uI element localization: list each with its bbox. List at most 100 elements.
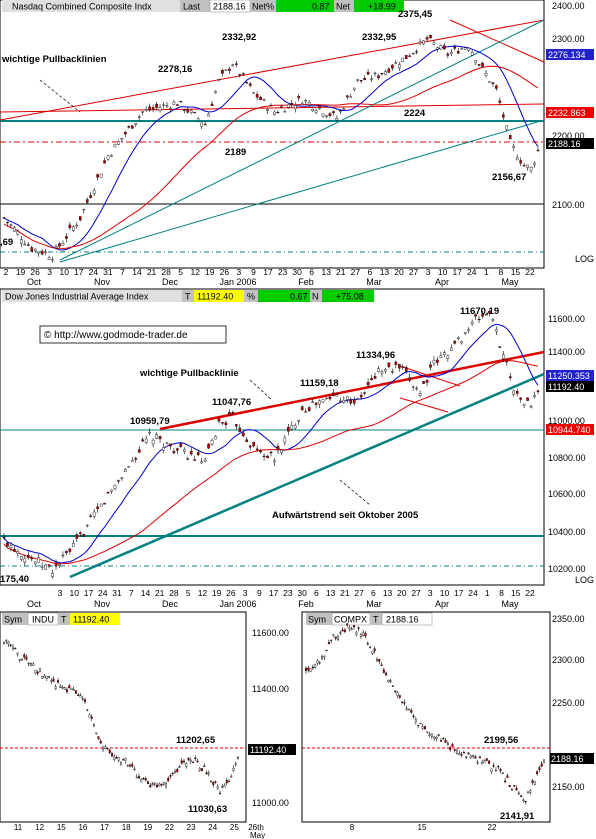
candle — [151, 439, 155, 445]
candle — [97, 736, 100, 740]
candle — [449, 747, 452, 750]
nasdaq-tag-red: 2232.863 — [548, 108, 586, 118]
dow-ytick: 10200.00 — [548, 564, 586, 574]
candle — [371, 651, 374, 654]
candle — [180, 760, 183, 764]
candle — [245, 81, 249, 84]
candle — [309, 668, 312, 672]
candle — [425, 379, 429, 383]
candle — [248, 83, 252, 86]
candle — [316, 660, 319, 664]
candle — [230, 776, 233, 778]
candle — [300, 406, 304, 411]
nasdaq-label-2375: 2375,45 — [398, 9, 433, 20]
candle — [314, 110, 318, 113]
x-tick-label: 17 — [84, 588, 94, 598]
candle — [119, 762, 122, 765]
candle — [460, 341, 464, 344]
compx-t-label: T — [373, 615, 379, 625]
candle — [266, 109, 269, 111]
candle — [68, 685, 71, 688]
dow-pct-label: % — [247, 292, 255, 302]
candle — [349, 96, 353, 98]
candle — [451, 743, 454, 747]
candle — [446, 355, 450, 359]
compx-candles — [305, 623, 546, 805]
candle — [51, 572, 54, 577]
candle — [492, 765, 495, 767]
candle — [134, 457, 138, 460]
candle — [30, 662, 33, 666]
candle — [328, 113, 332, 117]
x-tick-label: 31 — [103, 267, 113, 277]
x-tick-label: 26th — [248, 823, 264, 832]
candle — [58, 564, 61, 566]
candle — [314, 664, 317, 668]
candle — [318, 105, 321, 109]
indu-sym-label: Sym — [4, 615, 22, 625]
candle — [61, 554, 65, 557]
candle — [332, 634, 335, 636]
candle — [167, 777, 170, 782]
candle — [345, 95, 349, 98]
candle — [474, 60, 477, 64]
candle — [61, 243, 65, 246]
nasdaq-annotation: wichtige Pullbacklinien — [1, 54, 107, 65]
candle — [128, 765, 131, 767]
candle — [405, 708, 408, 711]
nasdaq-down-trendline — [449, 19, 545, 63]
candle — [187, 758, 190, 761]
candle — [221, 70, 224, 74]
candle — [89, 195, 92, 198]
dow-uptrend-line — [69, 372, 545, 579]
candle — [68, 224, 72, 228]
x-tick-label: 25 — [230, 823, 239, 832]
candle — [325, 397, 328, 399]
nasdaq-net-label: Net — [336, 2, 351, 12]
candle — [155, 784, 158, 787]
candle — [110, 489, 113, 492]
dow-tag-last: 11192.40 — [548, 382, 584, 392]
dow-pullback-line — [159, 350, 545, 431]
candle — [467, 47, 470, 51]
candle — [389, 680, 392, 682]
candle — [415, 387, 418, 390]
candle — [488, 81, 491, 83]
candle — [339, 632, 342, 634]
candle — [99, 740, 102, 744]
x-month-label: Oct — [27, 277, 42, 287]
candle — [252, 441, 255, 447]
candle — [440, 740, 443, 742]
candle — [33, 248, 37, 251]
candle — [120, 137, 124, 140]
candle — [241, 73, 245, 75]
x-tick-label: 5 — [178, 267, 183, 277]
candle — [470, 52, 474, 56]
x-tick-label: 17 — [74, 267, 84, 277]
candle — [307, 407, 311, 411]
candle — [327, 642, 330, 645]
candle — [428, 734, 431, 736]
candle — [99, 173, 103, 178]
candle — [200, 461, 203, 464]
candle — [363, 78, 366, 80]
candle — [2, 217, 6, 219]
x-tick-label: 1 — [485, 588, 490, 598]
candle — [130, 459, 134, 462]
candle — [194, 757, 197, 759]
candle — [65, 551, 68, 554]
dow-ytick: 11600.00 — [548, 314, 585, 324]
candle — [522, 799, 525, 801]
candle — [334, 636, 337, 639]
candle — [318, 662, 321, 664]
x-tick-label: 3 — [426, 267, 431, 277]
candle — [456, 337, 460, 339]
candle — [397, 64, 401, 69]
candle — [508, 785, 511, 787]
x-tick-label: 18 — [122, 823, 131, 832]
candle — [158, 783, 161, 786]
dow-pct-value: 0.67 — [290, 292, 308, 302]
candle — [16, 551, 20, 554]
candle — [179, 101, 183, 103]
candle — [151, 107, 155, 110]
